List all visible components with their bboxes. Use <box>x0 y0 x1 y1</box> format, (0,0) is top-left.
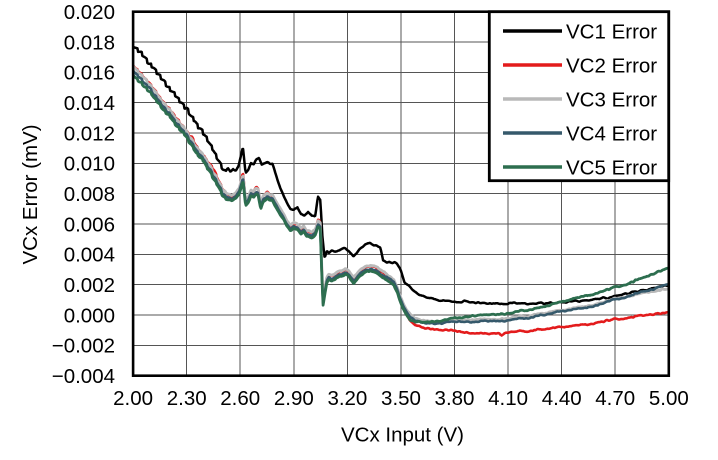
svg-text:VC3 Error: VC3 Error <box>566 89 657 112</box>
svg-text:0.006: 0.006 <box>64 213 115 236</box>
svg-text:5.00: 5.00 <box>649 387 689 410</box>
svg-text:2.90: 2.90 <box>274 387 314 410</box>
svg-text:4.70: 4.70 <box>595 387 635 410</box>
svg-text:0.014: 0.014 <box>64 92 115 115</box>
svg-text:4.10: 4.10 <box>488 387 528 410</box>
svg-text:3.80: 3.80 <box>435 387 475 410</box>
svg-text:VC5 Error: VC5 Error <box>566 157 657 180</box>
svg-text:3.20: 3.20 <box>327 387 367 410</box>
svg-text:4.40: 4.40 <box>542 387 582 410</box>
svg-text:0.018: 0.018 <box>64 31 115 54</box>
svg-text:2.60: 2.60 <box>220 387 260 410</box>
svg-text:VC2 Error: VC2 Error <box>566 55 657 78</box>
svg-text:VC1 Error: VC1 Error <box>566 21 657 44</box>
svg-text:VC4 Error: VC4 Error <box>566 123 657 146</box>
svg-text:VCx Input (V): VCx Input (V) <box>341 424 464 447</box>
svg-text:−0.004: −0.004 <box>52 365 115 388</box>
svg-text:0.016: 0.016 <box>64 62 115 85</box>
svg-text:2.30: 2.30 <box>167 387 207 410</box>
svg-text:−0.002: −0.002 <box>52 335 115 358</box>
svg-text:0.010: 0.010 <box>64 153 115 176</box>
svg-text:2.00: 2.00 <box>113 387 153 410</box>
svg-text:0.004: 0.004 <box>64 244 115 267</box>
svg-text:3.50: 3.50 <box>381 387 421 410</box>
svg-text:VCx Error (mV): VCx Error (mV) <box>19 124 42 264</box>
svg-text:0.002: 0.002 <box>64 274 115 297</box>
svg-text:0.012: 0.012 <box>64 122 115 145</box>
svg-text:0.000: 0.000 <box>64 304 115 327</box>
svg-text:0.008: 0.008 <box>64 183 115 206</box>
svg-text:0.020: 0.020 <box>64 1 115 24</box>
